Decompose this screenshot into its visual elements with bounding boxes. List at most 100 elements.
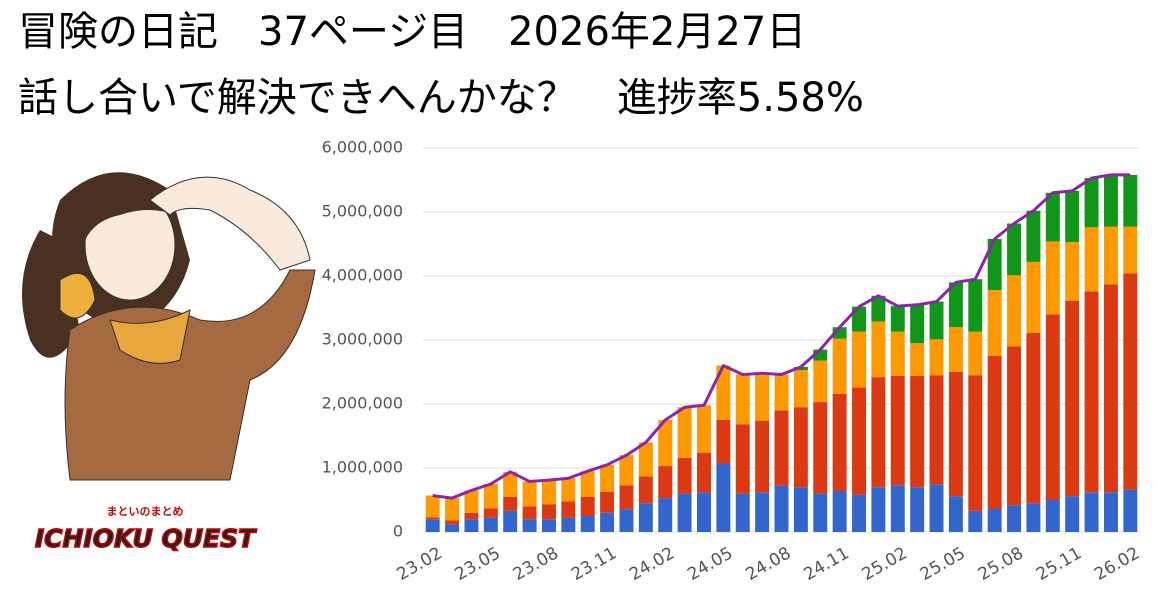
bar-segment xyxy=(1103,226,1118,285)
bar-segment xyxy=(1123,174,1138,227)
bar-segment xyxy=(1026,210,1041,262)
bar-segment xyxy=(638,503,653,532)
y-tick-label: 3,000,000 xyxy=(322,330,403,349)
bar-segment xyxy=(948,496,963,532)
bar-segment xyxy=(929,339,944,376)
bar-segment xyxy=(929,484,944,532)
bar-segment xyxy=(716,365,731,420)
bar-segment xyxy=(1026,261,1041,333)
bar-segment xyxy=(600,512,615,532)
x-tick-label: 23.08 xyxy=(510,543,562,585)
bar-segment xyxy=(735,493,750,532)
x-tick-label: 23.02 xyxy=(394,543,446,585)
y-tick-label: 5,000,000 xyxy=(322,202,403,221)
bar-segment xyxy=(541,480,556,505)
bar-segment xyxy=(638,442,653,477)
bar-segment xyxy=(445,524,460,532)
x-tick-label: 24.05 xyxy=(684,543,736,585)
bar-segment xyxy=(735,424,750,494)
x-tick-label: 24.11 xyxy=(800,543,852,585)
header-line2: 話し合いで解決できへんかな？ 進捗率5.58% xyxy=(18,75,864,121)
y-tick-label: 2,000,000 xyxy=(322,394,403,413)
bar-segment xyxy=(561,478,576,502)
bar-segment xyxy=(755,492,770,532)
x-tick-label: 25.02 xyxy=(859,543,911,585)
bar-segment xyxy=(697,405,711,453)
bar-segment xyxy=(890,306,905,332)
bar-segment xyxy=(968,510,983,532)
bar-segment xyxy=(774,485,789,532)
bar-segment xyxy=(1123,273,1138,490)
bar-segment xyxy=(948,372,963,497)
bar-segment xyxy=(580,516,595,532)
bar-segment xyxy=(968,331,983,376)
bar-segment xyxy=(832,393,847,492)
bar-segment xyxy=(619,455,634,486)
bar-segment xyxy=(658,466,673,499)
x-tick-label: 25.05 xyxy=(917,543,969,585)
bar-segment xyxy=(619,509,634,532)
bar-segment xyxy=(464,512,479,520)
bar-segment xyxy=(987,356,1002,509)
bar-segment xyxy=(890,331,905,376)
bar-segment xyxy=(425,517,440,520)
bar-segment xyxy=(910,487,925,532)
bar-segment xyxy=(871,321,886,378)
bar-segment xyxy=(793,407,808,488)
bar-segment xyxy=(832,338,847,394)
bar-segment xyxy=(890,485,905,532)
header-line1: 冒険の日記 37ページ目 2026年2月27日 xyxy=(18,9,806,55)
bar-segment xyxy=(522,481,537,507)
bar-segment xyxy=(1007,223,1022,276)
bar-segment xyxy=(871,487,886,532)
bar-segment xyxy=(852,387,866,495)
bar-segment xyxy=(1103,492,1118,532)
bar-segment xyxy=(600,491,615,513)
bar-segment xyxy=(1065,242,1080,301)
bar-segment xyxy=(1084,178,1099,228)
bar-segment xyxy=(1007,346,1022,506)
bar-segment xyxy=(580,471,595,497)
bar-segment xyxy=(658,498,673,532)
bar-segment xyxy=(1045,241,1060,315)
bar-segment xyxy=(793,370,808,408)
bar-segment xyxy=(813,349,828,361)
bar-segment xyxy=(813,493,828,532)
bar-segment xyxy=(1045,192,1060,242)
logo: まといのまとめ ICHIOKU QUEST xyxy=(34,505,258,554)
bar-segment xyxy=(1065,496,1080,532)
bar-segment xyxy=(561,517,576,532)
bar-segment xyxy=(1123,226,1138,274)
bar-segment xyxy=(541,504,556,520)
bar-segment xyxy=(987,508,1002,532)
bar-segment xyxy=(774,410,789,486)
bar-segment xyxy=(1065,300,1080,497)
bar-segment xyxy=(503,510,518,532)
logo-subtitle: まといのまとめ xyxy=(107,505,184,518)
bar-segment xyxy=(813,360,828,403)
bar-segment xyxy=(793,487,808,532)
bar-segment xyxy=(1007,505,1022,532)
bar-segment xyxy=(948,282,963,328)
bar-segment xyxy=(948,327,963,372)
bar-segment xyxy=(832,491,847,532)
bar-segment xyxy=(697,492,711,532)
bar-segment xyxy=(425,495,440,518)
x-tick-label: 25.11 xyxy=(1033,543,1085,585)
y-tick-label: 0 xyxy=(393,522,403,541)
y-tick-label: 6,000,000 xyxy=(322,138,403,157)
bar-segment xyxy=(735,374,750,425)
x-tick-label: 23.05 xyxy=(452,543,504,585)
bar-segment xyxy=(541,519,556,532)
total-line xyxy=(432,173,1131,500)
bar-segment xyxy=(929,301,944,340)
bar-segment xyxy=(483,517,498,532)
bar-segment xyxy=(987,290,1002,356)
bar-segment xyxy=(813,402,828,494)
x-tick-label: 23.11 xyxy=(568,543,620,585)
bar-segment xyxy=(483,508,498,518)
bar-segment xyxy=(677,457,692,494)
bar-segment xyxy=(774,374,789,411)
bar-segment xyxy=(1084,227,1099,292)
bar-segment xyxy=(1065,190,1080,243)
